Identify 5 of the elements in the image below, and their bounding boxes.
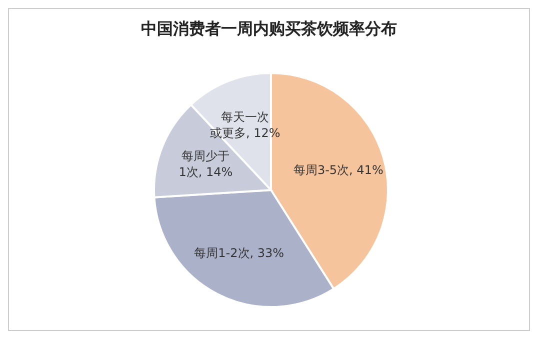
slice-label: 每天一次或更多, 12% [209, 108, 282, 141]
chart-title: 中国消费者一周内购买茶饮频率分布 [140, 19, 398, 40]
slice-label: 每周1-2次, 33% [193, 244, 286, 261]
slice-label: 每周3-5次, 41% [292, 162, 384, 178]
slice-label: 每周少于1次, 14% [178, 148, 234, 180]
